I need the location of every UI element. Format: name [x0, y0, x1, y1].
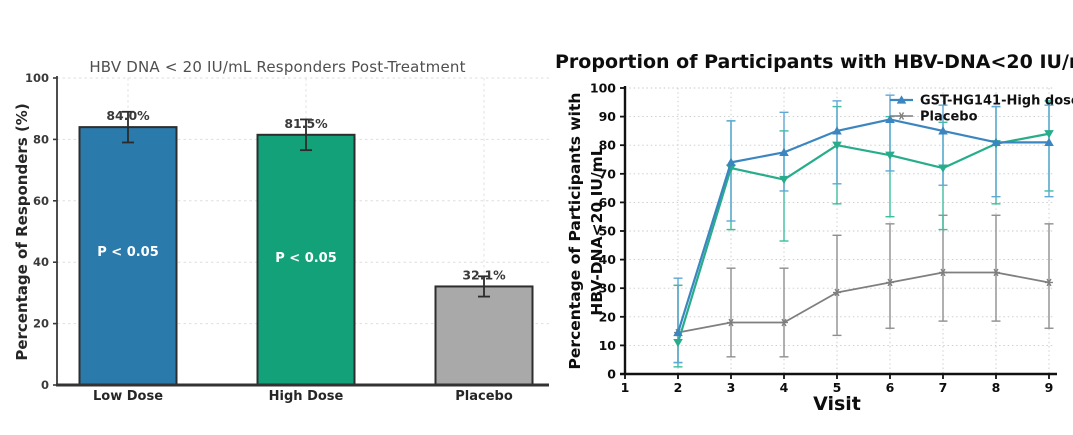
x-tick-label: 2: [674, 380, 683, 395]
data-point-marker-unlabeled-green-series: [885, 151, 895, 160]
error-bar-placebo: [478, 275, 490, 298]
y-tick-label: 0: [41, 378, 49, 392]
x-tick-label: 1: [621, 380, 630, 395]
series-line-unlabeled-green-series: [676, 132, 1050, 343]
y-tick-label: 40: [33, 255, 49, 269]
x-tick-label: 6: [886, 380, 895, 395]
legend-entry-placebo: Placebo: [890, 110, 978, 125]
proportion-line-chart: 0 10 20 30 40 50 60 70 80 90 100 1 2 3 4 5 6 7 8 9 GST-HG141…: [590, 81, 1073, 396]
series-line-placebo: [677, 271, 1050, 334]
bar-chart-y-axis-label: Percentage of Responders (%): [13, 103, 31, 361]
error-bar-low-dose: [122, 110, 134, 144]
p-value-annotation-low-dose: P < 0.05: [97, 245, 159, 260]
data-point-marker-unlabeled-green-series: [938, 164, 948, 173]
bar-chart-title: HBV DNA < 20 IU/mL Responders Post-Treat…: [89, 58, 466, 76]
y-tick-label: 80: [599, 138, 617, 153]
responders-bar-chart: 84.0% P < 0.05 81.5% P < 0.05 32.1% 0 20 40 60 80…: [25, 71, 551, 404]
line-chart-title: Proportion of Participants with HBV-DNA<…: [555, 51, 1073, 73]
bar-value-label-high-dose: 81.5%: [284, 116, 328, 131]
y-tick-label: 20: [33, 317, 49, 331]
data-point-marker-placebo: [1045, 278, 1053, 287]
y-tick-label: 80: [33, 132, 49, 146]
data-point-marker-placebo: [727, 318, 735, 327]
y-tick-label: 70: [599, 166, 617, 181]
y-tick-label: 90: [599, 109, 617, 124]
legend-label: GST-HG141-High dose: [920, 94, 1073, 109]
data-point-marker-placebo: [833, 288, 841, 297]
data-point-marker-placebo: [939, 268, 947, 277]
data-point-marker-gst-hg141-high-dose: [726, 157, 736, 166]
y-tick-label: 100: [25, 71, 49, 85]
line-chart-y-axis-label-line1: Percentage of Participants with: [566, 92, 584, 370]
y-tick-label: 20: [599, 309, 617, 324]
line-chart-x-axis-label: Visit: [813, 393, 861, 415]
bar-value-label-low-dose: 84.0%: [106, 108, 150, 123]
data-point-marker-placebo: [886, 278, 894, 287]
data-point-marker-unlabeled-green-series: [673, 338, 683, 348]
x-tick-label-low-dose: Low Dose: [93, 389, 163, 404]
x-tick-label: 3: [727, 380, 736, 395]
data-point-marker-placebo: [780, 318, 788, 327]
data-point-marker-placebo: [992, 268, 1000, 277]
data-point-marker-unlabeled-green-series: [1044, 130, 1054, 139]
data-point-marker-unlabeled-green-series: [779, 175, 789, 185]
x-tick-label: 7: [939, 380, 948, 395]
x-tick-label-high-dose: High Dose: [269, 389, 344, 404]
x-tick-label: 8: [992, 380, 1001, 395]
legend-marker-star-icon: [897, 112, 906, 120]
x-tick-label-placebo: Placebo: [455, 389, 513, 404]
series-line-gst-hg141-high-dose: [676, 118, 1049, 333]
y-tick-label: 60: [599, 195, 617, 210]
data-point-marker-gst-hg141-high-dose: [885, 114, 895, 124]
y-tick-label: 50: [599, 224, 617, 239]
y-tick-label: 0: [607, 367, 616, 382]
p-value-annotation-high-dose: P < 0.05: [275, 251, 337, 266]
y-tick-label: 30: [599, 281, 617, 296]
line-chart-y-axis-label-line2: HBV-DNA<20 IU/mL: [588, 146, 606, 316]
legend-marker-triangle-up-icon: [896, 95, 907, 104]
y-tick-label: 60: [33, 194, 49, 208]
error-bar-high-dose: [300, 118, 312, 152]
bar-placebo: [434, 285, 534, 386]
x-tick-label: 5: [833, 380, 842, 395]
x-tick-label: 4: [780, 380, 789, 395]
data-point-marker-gst-hg141-high-dose: [832, 126, 842, 135]
data-point-marker-gst-hg141-high-dose: [1044, 137, 1054, 146]
legend-entry-gst-hg141-high-dose: GST-HG141-High dose: [890, 94, 1073, 109]
x-tick-label: 9: [1045, 380, 1054, 395]
error-bars-placebo: [673, 214, 1054, 364]
bar-value-label-placebo: 32.1%: [462, 267, 506, 282]
data-point-marker-gst-hg141-high-dose: [673, 327, 683, 337]
y-tick-label: 10: [599, 338, 617, 353]
y-tick-label: 40: [599, 252, 617, 267]
bar-high-dose: [256, 133, 356, 386]
data-point-marker-unlabeled-green-series: [832, 141, 842, 150]
y-tick-label: 100: [590, 81, 616, 96]
data-point-marker-gst-hg141-high-dose: [779, 147, 789, 156]
legend-label: Placebo: [920, 110, 978, 125]
data-point-marker-gst-hg141-high-dose: [991, 137, 1001, 146]
data-point-marker-gst-hg141-high-dose: [938, 126, 948, 135]
